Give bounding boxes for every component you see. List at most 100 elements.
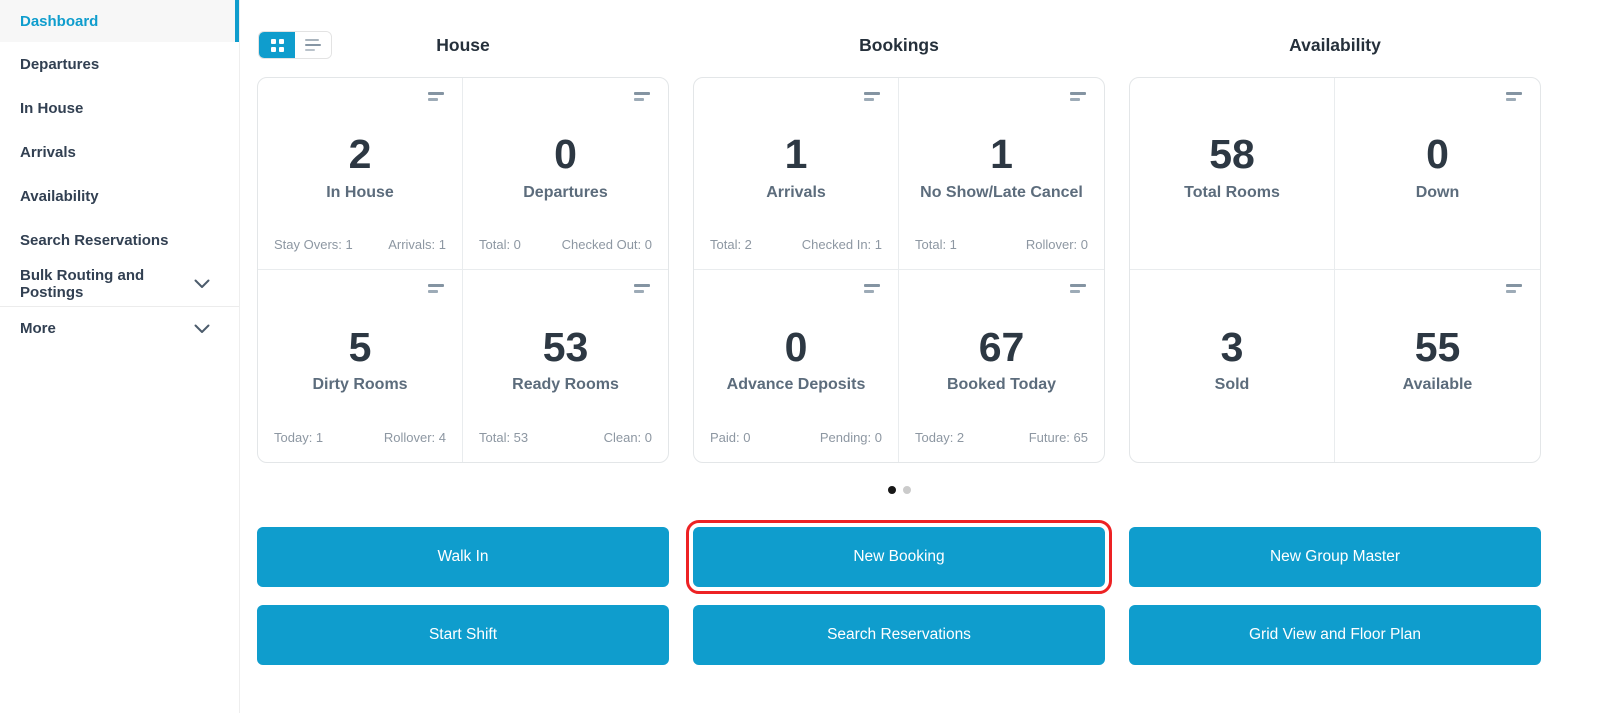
tile-in-house[interactable]: 2 In House Stay Overs: 1 Arrivals: 1 [258, 78, 463, 270]
tile-label: Dirty Rooms [312, 376, 408, 394]
new-booking-button[interactable]: New Booking [686, 520, 1112, 594]
tile-value: 58 [1209, 131, 1255, 178]
sidebar-item-in-house[interactable]: In House [0, 86, 239, 130]
tile-menu-icon[interactable] [1506, 284, 1522, 293]
tile-down[interactable]: 0 Down [1335, 78, 1540, 270]
tile-label: Sold [1214, 376, 1250, 394]
tile-available[interactable]: 55 Available [1335, 270, 1540, 462]
sidebar-item-arrivals[interactable]: Arrivals [0, 130, 239, 174]
tile-stat-right: Arrivals: 1 [388, 237, 446, 252]
tile-stat-left: Total: 1 [915, 237, 957, 252]
tile-stat-left: Today: 2 [915, 430, 965, 445]
tile-menu-icon[interactable] [1070, 284, 1086, 293]
tile-center: 1 Arrivals [766, 133, 826, 201]
tile-stats: Today: 2 Future: 65 [915, 430, 1088, 445]
sidebar-item-label: Availability [20, 187, 99, 205]
house-header-cell: House [257, 31, 669, 59]
chevron-down-icon [194, 279, 210, 289]
tile-arrivals[interactable]: 1 Arrivals Total: 2 Checked In: 1 [694, 78, 899, 270]
tile-stats: Total: 1 Rollover: 0 [915, 237, 1088, 252]
availability-card: 58 Total Rooms 0 Down 3 Sold [1129, 77, 1541, 463]
chevron-down-icon [194, 324, 210, 334]
tile-center: 2 In House [326, 133, 394, 201]
tile-menu-icon[interactable] [428, 284, 444, 293]
tile-label: Ready Rooms [512, 376, 619, 394]
tile-label: Advance Deposits [726, 376, 866, 394]
tile-stats: Total: 53 Clean: 0 [479, 430, 652, 445]
bookings-card: 1 Arrivals Total: 2 Checked In: 1 1 No S… [693, 77, 1105, 463]
sidebar-item-label: In House [20, 99, 84, 117]
tile-stats: Total: 0 Checked Out: 0 [479, 237, 652, 252]
search-reservations-button[interactable]: Search Reservations [693, 605, 1105, 665]
sidebar-item-availability[interactable]: Availability [0, 174, 239, 218]
tile-dirty-rooms[interactable]: 5 Dirty Rooms Today: 1 Rollover: 4 [258, 270, 463, 462]
tile-value: 0 [784, 323, 808, 370]
tile-menu-icon[interactable] [1506, 92, 1522, 101]
tile-value: 1 [990, 131, 1013, 178]
carousel-pagination [257, 486, 1541, 494]
view-toggle [258, 31, 332, 59]
tile-sold[interactable]: 3 Sold [1130, 270, 1335, 462]
sidebar-item-dashboard[interactable]: Dashboard [0, 0, 239, 42]
tile-center: 3 Sold [1214, 323, 1250, 394]
tile-stat-right: Future: 65 [1028, 430, 1088, 445]
list-view-icon [305, 39, 321, 51]
tile-total-rooms[interactable]: 58 Total Rooms [1130, 78, 1335, 270]
tile-center: 1 No Show/Late Cancel [920, 133, 1083, 201]
sidebar-item-label: More [20, 320, 56, 337]
action-buttons-row-2: Start Shift Search Reservations Grid Vie… [257, 605, 1541, 665]
tile-stats: Today: 1 Rollover: 4 [274, 430, 446, 445]
walk-in-button[interactable]: Walk In [257, 527, 669, 587]
pagination-dot-2[interactable] [902, 486, 911, 494]
start-shift-button[interactable]: Start Shift [257, 605, 669, 665]
tile-stat-right: Checked In: 1 [801, 237, 882, 252]
list-view-button[interactable] [295, 32, 331, 58]
tile-stat-left: Total: 2 [710, 237, 752, 252]
tile-menu-icon[interactable] [864, 284, 880, 293]
tile-value: 2 [348, 131, 372, 178]
tile-label: Down [1415, 183, 1460, 201]
tile-stats: Paid: 0 Pending: 0 [710, 430, 882, 445]
tile-stat-left: Today: 1 [274, 430, 324, 445]
grid-view-floor-plan-button[interactable]: Grid View and Floor Plan [1129, 605, 1541, 665]
tile-label: Departures [523, 183, 608, 201]
tile-value: 55 [1414, 323, 1461, 370]
section-title-bookings: Bookings [859, 34, 939, 55]
sidebar-item-label: Search Reservations [20, 231, 169, 249]
house-card: 2 In House Stay Overs: 1 Arrivals: 1 0 D… [257, 77, 669, 463]
tile-no-show-late-cancel[interactable]: 1 No Show/Late Cancel Total: 1 Rollover:… [899, 78, 1104, 270]
tile-advance-deposits[interactable]: 0 Advance Deposits Paid: 0 Pending: 0 [694, 270, 899, 462]
tile-menu-icon[interactable] [428, 92, 444, 101]
sidebar: Dashboard Departures In House Arrivals A… [0, 0, 240, 713]
tile-stat-right: Rollover: 4 [383, 430, 446, 445]
tile-stat-left: Total: 0 [479, 237, 521, 252]
availability-header-cell: Availability [1129, 31, 1541, 59]
tile-menu-icon[interactable] [634, 92, 650, 101]
sidebar-item-bulk-routing-and-postings[interactable]: Bulk Routing and Postings [0, 262, 239, 306]
tile-label: In House [326, 183, 394, 201]
sidebar-item-search-reservations[interactable]: Search Reservations [0, 218, 239, 262]
tile-value: 5 [348, 323, 372, 370]
tile-stats: Stay Overs: 1 Arrivals: 1 [274, 237, 446, 252]
sidebar-item-label: Dashboard [20, 12, 99, 30]
tile-ready-rooms[interactable]: 53 Ready Rooms Total: 53 Clean: 0 [463, 270, 668, 462]
tile-booked-today[interactable]: 67 Booked Today Today: 2 Future: 65 [899, 270, 1104, 462]
tile-value: 0 [554, 131, 577, 178]
tile-menu-icon[interactable] [864, 92, 880, 101]
tile-value: 67 [978, 323, 1025, 370]
tile-menu-icon[interactable] [1070, 92, 1086, 101]
pagination-dot-1[interactable] [887, 486, 896, 494]
tile-stats: Total: 2 Checked In: 1 [710, 237, 882, 252]
tile-menu-icon[interactable] [634, 284, 650, 293]
tile-label: Total Rooms [1184, 183, 1280, 201]
sidebar-item-more[interactable]: More [0, 306, 239, 350]
tile-center: 0 Advance Deposits [726, 323, 866, 394]
tile-stat-left: Stay Overs: 1 [274, 237, 353, 252]
tile-departures[interactable]: 0 Departures Total: 0 Checked Out: 0 [463, 78, 668, 270]
tile-stat-right: Clean: 0 [603, 430, 652, 445]
tile-value: 3 [1220, 323, 1244, 370]
new-group-master-button[interactable]: New Group Master [1129, 527, 1541, 587]
grid-view-button[interactable] [259, 32, 295, 58]
section-title-availability: Availability [1289, 34, 1381, 55]
sidebar-item-departures[interactable]: Departures [0, 42, 239, 86]
